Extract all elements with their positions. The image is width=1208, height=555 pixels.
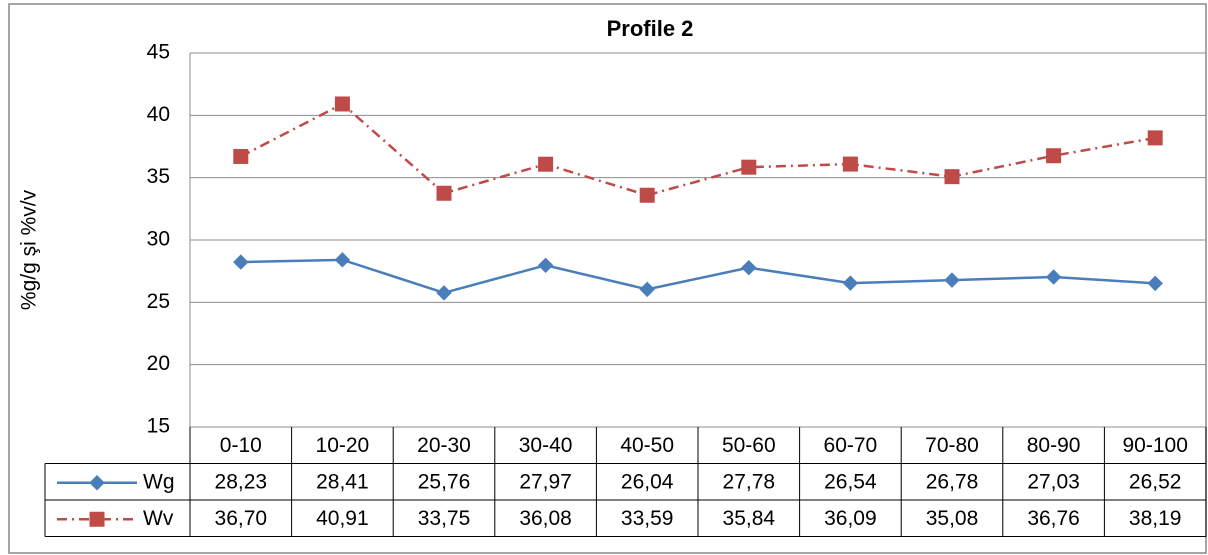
series-line — [240, 102, 1156, 197]
marker — [1046, 148, 1062, 164]
table-value: 36,09 — [824, 507, 877, 530]
y-tick-label: 35 — [147, 165, 170, 188]
table-value: 33,75 — [418, 507, 471, 530]
y-tick-label: 20 — [147, 352, 170, 375]
table-value: 27,78 — [723, 470, 776, 493]
table-value: 35,08 — [926, 507, 979, 530]
marker — [537, 257, 554, 274]
table-value: 35,84 — [723, 507, 776, 530]
marker — [842, 156, 858, 172]
marker — [944, 272, 960, 288]
marker — [639, 281, 655, 298]
marker — [233, 254, 249, 270]
table-value: 27,97 — [519, 470, 572, 493]
table-value: 25,76 — [418, 470, 471, 493]
marker — [842, 275, 859, 291]
x-tick-label: 50-60 — [722, 434, 776, 457]
table-value: 26,04 — [621, 470, 674, 493]
x-tick-label: 30-40 — [519, 434, 573, 457]
marker — [1045, 269, 1062, 285]
marker — [944, 169, 960, 185]
x-tick-label: 80-90 — [1027, 434, 1081, 457]
table-value: 36,70 — [215, 507, 268, 530]
x-tick-label: 70-80 — [925, 434, 979, 457]
legend-label: Wg — [143, 470, 175, 493]
y-tick-label: 25 — [147, 290, 170, 313]
marker — [538, 156, 554, 172]
table-value: 40,91 — [316, 507, 369, 530]
marker — [334, 252, 351, 268]
x-tick-label: 60-70 — [824, 434, 878, 457]
y-axis-label: %g/g şi %v/v — [18, 189, 41, 310]
table-value: 36,76 — [1027, 507, 1080, 530]
legend-marker — [89, 511, 105, 527]
marker — [639, 187, 655, 203]
x-tick-label: 90-100 — [1123, 434, 1188, 457]
marker — [436, 185, 452, 201]
x-tick-label: 20-30 — [417, 434, 471, 457]
table-value: 28,23 — [215, 470, 268, 493]
table-value: 36,08 — [519, 507, 572, 530]
y-tick-label: 30 — [147, 228, 170, 251]
y-tick-label: 40 — [147, 103, 170, 126]
series-line — [240, 258, 1156, 295]
marker — [741, 259, 757, 276]
legend-marker — [89, 475, 105, 491]
y-tick-label: 45 — [147, 41, 170, 64]
y-tick-label: 15 — [147, 415, 170, 438]
table-value: 26,54 — [824, 470, 877, 493]
legend-label: Wv — [143, 507, 174, 530]
x-tick-label: 10-20 — [316, 434, 370, 457]
marker — [334, 96, 350, 112]
marker — [436, 285, 452, 301]
x-tick-label: 0-10 — [220, 434, 262, 457]
table-value: 33,59 — [621, 507, 674, 530]
marker — [233, 148, 249, 164]
chart-title: Profile 2 — [607, 16, 694, 41]
table-value: 28,41 — [316, 470, 369, 493]
marker — [741, 159, 757, 175]
marker — [1147, 130, 1163, 146]
marker — [1147, 275, 1163, 292]
x-tick-label: 40-50 — [620, 434, 674, 457]
table-value: 38,19 — [1129, 507, 1182, 530]
table-value: 26,78 — [926, 470, 979, 493]
table-value: 27,03 — [1027, 470, 1080, 493]
table-value: 26,52 — [1129, 470, 1182, 493]
